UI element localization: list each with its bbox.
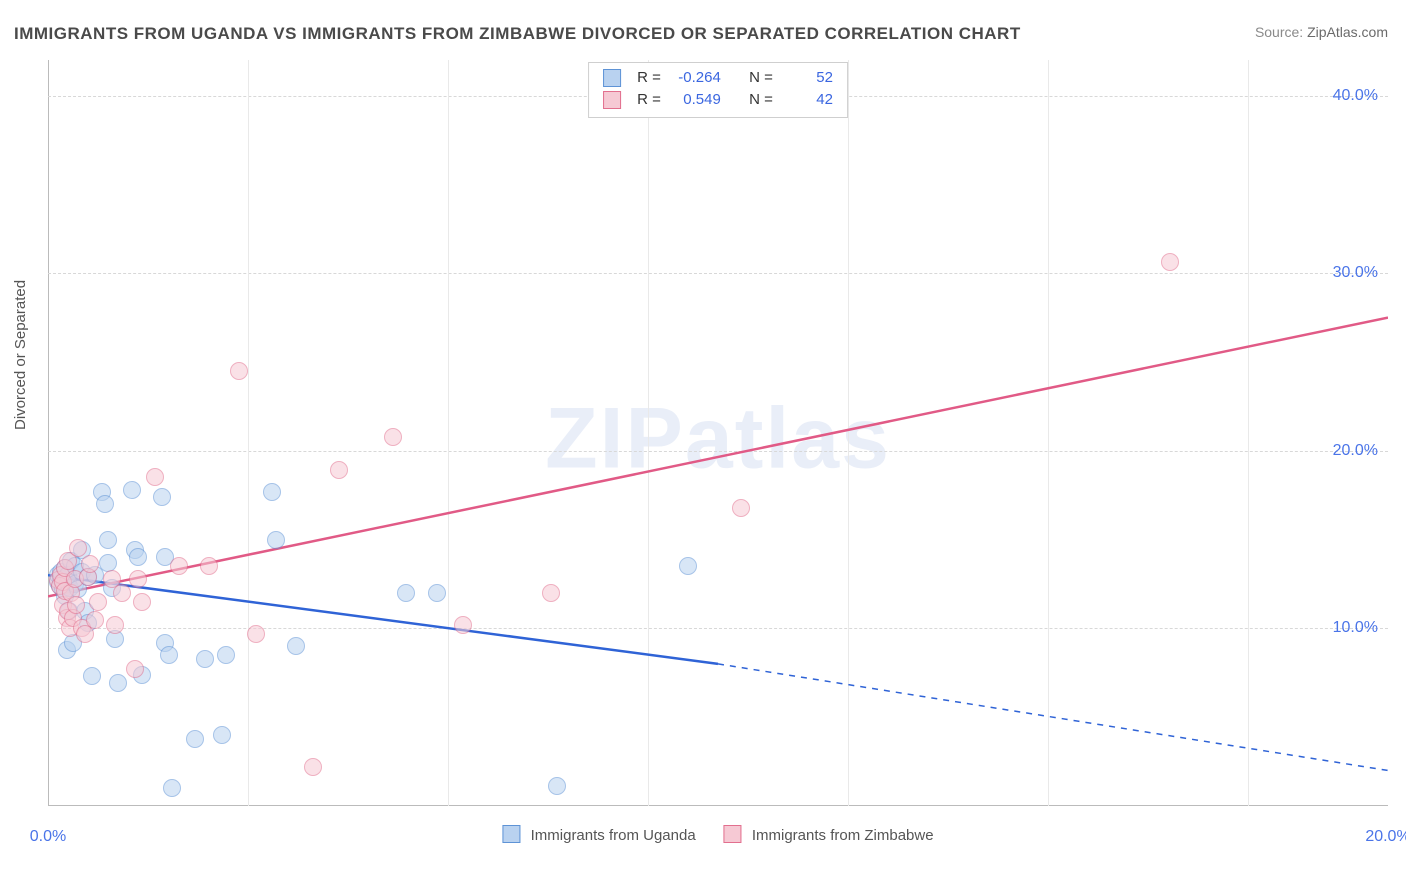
- point-zimbabwe: [200, 557, 218, 575]
- point-uganda: [99, 531, 117, 549]
- chart-title: IMMIGRANTS FROM UGANDA VS IMMIGRANTS FRO…: [14, 24, 1021, 44]
- legend-label-zimbabwe: Immigrants from Zimbabwe: [752, 827, 934, 844]
- point-zimbabwe: [146, 468, 164, 486]
- y-tick: 40.0%: [1333, 87, 1378, 105]
- point-uganda: [109, 674, 127, 692]
- point-zimbabwe: [129, 570, 147, 588]
- point-zimbabwe: [126, 660, 144, 678]
- y-axis-label: Divorced or Separated: [12, 280, 29, 430]
- trend-line-zimbabwe: [48, 318, 1388, 597]
- stats-legend-box: R = -0.264 N = 52 R = 0.549 N = 42: [588, 62, 848, 118]
- bottom-legend: Immigrants from Uganda Immigrants from Z…: [502, 825, 933, 844]
- point-zimbabwe: [304, 758, 322, 776]
- stat-N-label-2: N =: [749, 89, 773, 111]
- point-uganda: [160, 646, 178, 664]
- y-tick: 30.0%: [1333, 264, 1378, 282]
- point-uganda: [267, 531, 285, 549]
- point-zimbabwe: [330, 461, 348, 479]
- y-tick: 10.0%: [1333, 619, 1378, 637]
- legend-swatch-uganda: [502, 825, 520, 843]
- source-credit: Source: ZipAtlas.com: [1255, 24, 1388, 40]
- legend-label-uganda: Immigrants from Uganda: [531, 827, 696, 844]
- source-name: ZipAtlas.com: [1307, 24, 1388, 40]
- point-zimbabwe: [81, 555, 99, 573]
- point-zimbabwe: [170, 557, 188, 575]
- point-uganda: [428, 584, 446, 602]
- point-zimbabwe: [67, 596, 85, 614]
- point-uganda: [287, 637, 305, 655]
- point-uganda: [213, 726, 231, 744]
- swatch-zimbabwe: [603, 91, 621, 109]
- stat-R-uganda: -0.264: [671, 67, 721, 89]
- point-uganda: [129, 548, 147, 566]
- trend-line-dash-uganda: [718, 664, 1388, 771]
- point-uganda: [679, 557, 697, 575]
- legend-swatch-zimbabwe: [724, 825, 742, 843]
- stat-R-label-2: R =: [637, 89, 661, 111]
- point-uganda: [123, 481, 141, 499]
- point-zimbabwe: [86, 611, 104, 629]
- point-zimbabwe: [230, 362, 248, 380]
- point-zimbabwe: [69, 539, 87, 557]
- swatch-uganda: [603, 69, 621, 87]
- x-tick: 20.0%: [1365, 828, 1406, 846]
- point-uganda: [548, 777, 566, 795]
- x-tick: 0.0%: [30, 828, 66, 846]
- point-zimbabwe: [89, 593, 107, 611]
- point-zimbabwe: [1161, 253, 1179, 271]
- point-zimbabwe: [732, 499, 750, 517]
- point-uganda: [263, 483, 281, 501]
- legend-item-zimbabwe: Immigrants from Zimbabwe: [724, 825, 934, 844]
- chart-container: IMMIGRANTS FROM UGANDA VS IMMIGRANTS FRO…: [0, 0, 1406, 892]
- point-zimbabwe: [384, 428, 402, 446]
- y-tick: 20.0%: [1333, 442, 1378, 460]
- point-uganda: [217, 646, 235, 664]
- point-zimbabwe: [542, 584, 560, 602]
- stat-R-zimbabwe: 0.549: [671, 89, 721, 111]
- legend-item-uganda: Immigrants from Uganda: [502, 825, 695, 844]
- point-uganda: [163, 779, 181, 797]
- stats-row-uganda: R = -0.264 N = 52: [603, 67, 833, 89]
- point-zimbabwe: [133, 593, 151, 611]
- point-uganda: [96, 495, 114, 513]
- point-uganda: [153, 488, 171, 506]
- trend-lines-svg: [48, 60, 1388, 806]
- stat-N-label: N =: [749, 67, 773, 89]
- point-zimbabwe: [113, 584, 131, 602]
- point-zimbabwe: [454, 616, 472, 634]
- stats-row-zimbabwe: R = 0.549 N = 42: [603, 89, 833, 111]
- plot-area: ZIPatlas R = -0.264 N = 52 R = 0.549 N =: [48, 60, 1388, 850]
- source-label: Source:: [1255, 24, 1303, 40]
- point-uganda: [83, 667, 101, 685]
- point-zimbabwe: [106, 616, 124, 634]
- stat-R-label: R =: [637, 67, 661, 89]
- stat-N-zimbabwe: 42: [783, 89, 833, 111]
- trend-line-uganda: [48, 575, 718, 664]
- point-uganda: [196, 650, 214, 668]
- point-uganda: [186, 730, 204, 748]
- stat-N-uganda: 52: [783, 67, 833, 89]
- point-zimbabwe: [247, 625, 265, 643]
- point-uganda: [397, 584, 415, 602]
